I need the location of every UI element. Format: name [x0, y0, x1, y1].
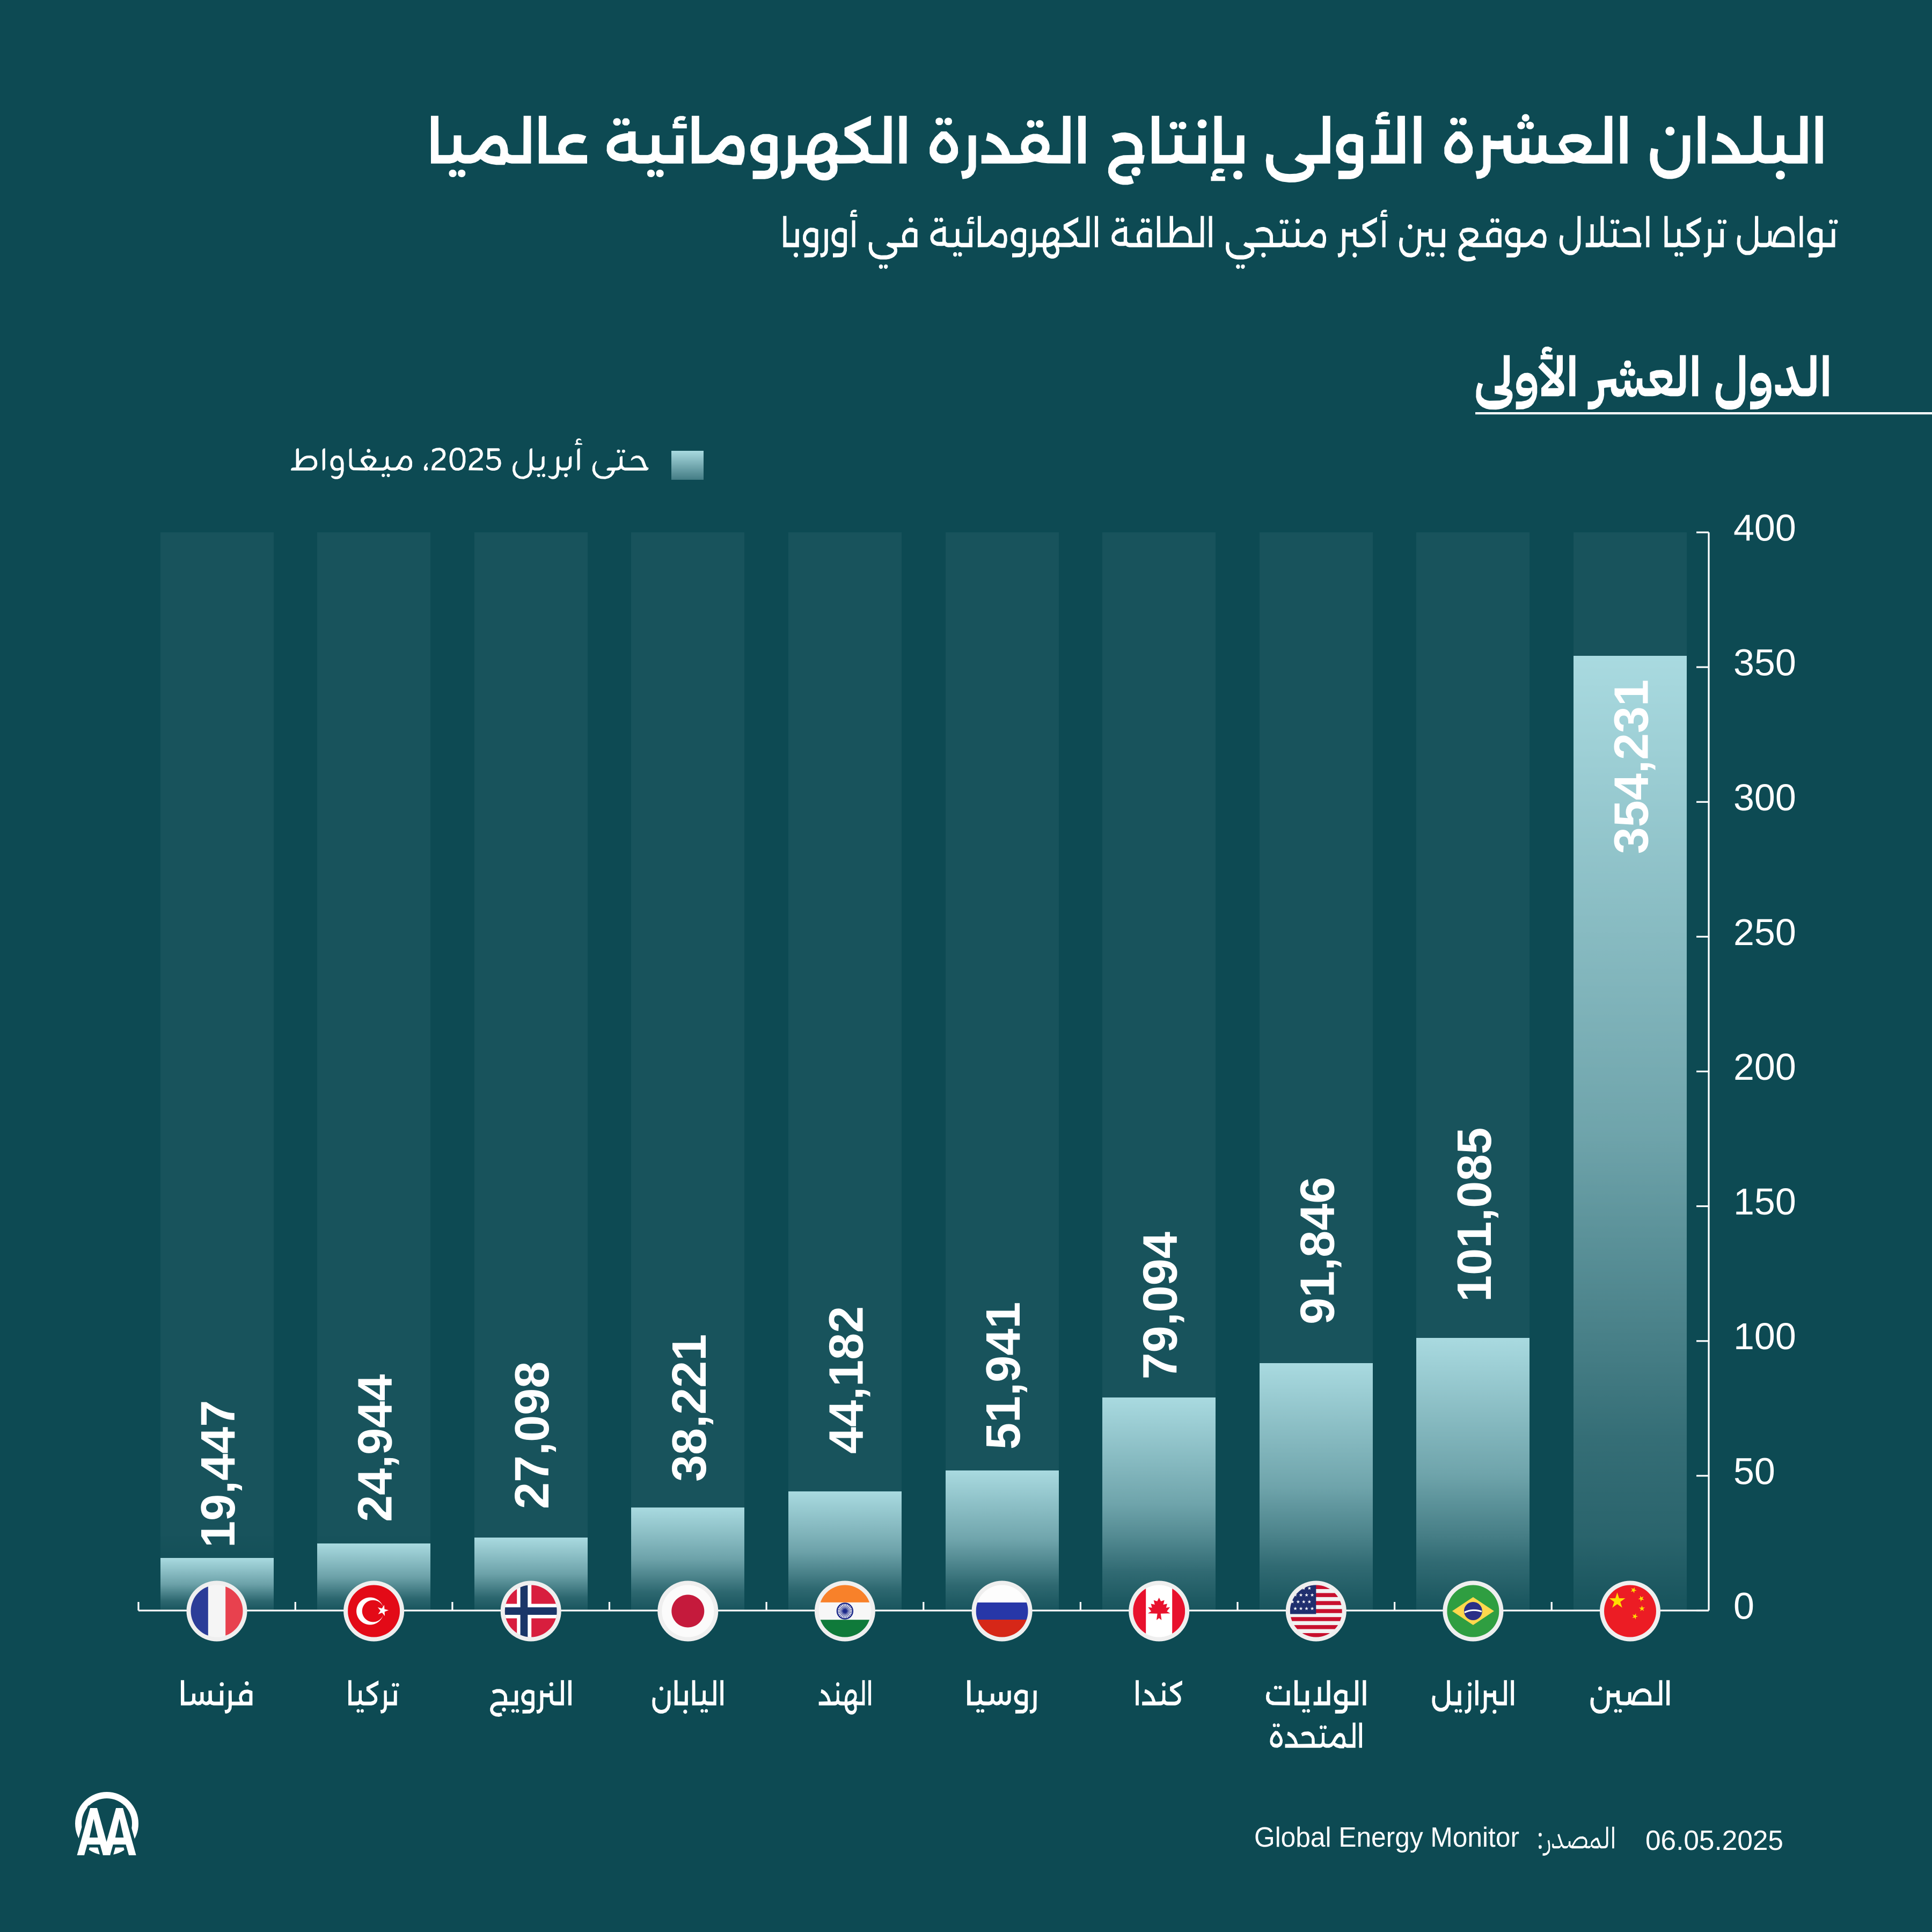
svg-text:27,098: 27,098 — [506, 1362, 559, 1509]
svg-text:100: 100 — [1733, 1315, 1796, 1357]
svg-text:51,941: 51,941 — [977, 1302, 1030, 1450]
svg-text:06.05.2025: 06.05.2025 — [1645, 1825, 1783, 1856]
svg-text:91,846: 91,846 — [1291, 1177, 1344, 1324]
svg-text:350: 350 — [1733, 642, 1796, 684]
svg-text:19,447: 19,447 — [192, 1400, 245, 1548]
svg-text:300: 300 — [1733, 777, 1796, 818]
svg-text:200: 200 — [1733, 1046, 1796, 1088]
svg-text:0: 0 — [1733, 1585, 1754, 1627]
svg-text:150: 150 — [1733, 1181, 1796, 1223]
svg-text:38,221: 38,221 — [663, 1334, 716, 1482]
svg-text:101,085: 101,085 — [1448, 1128, 1502, 1302]
svg-text:400: 400 — [1733, 507, 1796, 549]
svg-text:79,094: 79,094 — [1134, 1232, 1188, 1379]
svg-text:250: 250 — [1733, 911, 1796, 953]
svg-text:Global Energy Monitor: Global Energy Monitor — [1254, 1822, 1519, 1853]
svg-text:354,231: 354,231 — [1605, 679, 1659, 854]
svg-text:44,182: 44,182 — [819, 1306, 873, 1454]
svg-text:24,944: 24,944 — [349, 1374, 402, 1522]
svg-text:50: 50 — [1733, 1450, 1775, 1492]
